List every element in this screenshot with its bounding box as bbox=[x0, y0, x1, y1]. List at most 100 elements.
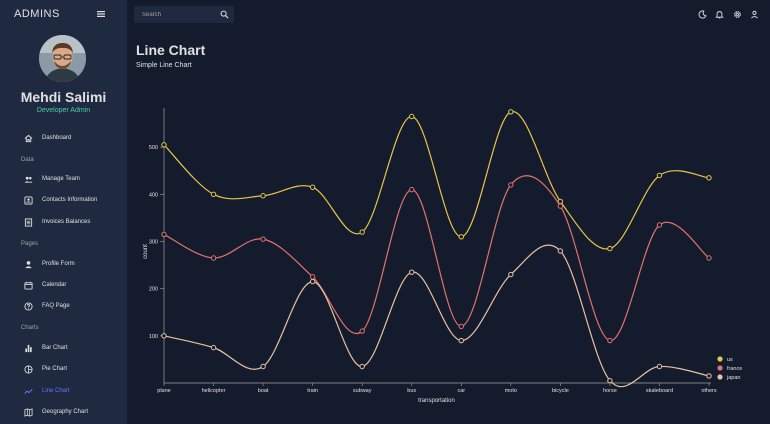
user-photo-icon bbox=[39, 35, 86, 82]
x-axis-label: transportation bbox=[418, 398, 455, 404]
contacts-icon bbox=[24, 195, 33, 205]
data-point-japan bbox=[359, 363, 365, 370]
sidebar-item-label: Pie Chart bbox=[42, 366, 68, 372]
data-point-france bbox=[260, 236, 266, 242]
pie-chart-icon bbox=[24, 364, 33, 374]
data-point-japan bbox=[706, 373, 712, 379]
series-line-france bbox=[163, 175, 710, 342]
sidebar-item-profile-form[interactable]: Profile Form bbox=[24, 258, 75, 270]
person-icon bbox=[24, 260, 33, 269]
sidebar-item-line-chart[interactable]: Line Chart bbox=[24, 385, 70, 397]
x-tick-label: others bbox=[701, 388, 717, 394]
data-point-japan bbox=[260, 363, 266, 370]
bar-chart-icon bbox=[24, 344, 33, 353]
sidebar-item-contacts[interactable]: Contacts Information bbox=[24, 194, 97, 206]
receipt-icon bbox=[24, 217, 33, 227]
data-point-japan bbox=[508, 271, 514, 278]
data-point-france bbox=[656, 222, 663, 228]
settings-icon[interactable] bbox=[733, 10, 742, 19]
section-charts: Charts bbox=[21, 325, 39, 331]
sidebar-item-label: Manage Team bbox=[42, 176, 80, 182]
data-point-france bbox=[359, 328, 365, 334]
x-tick-label: bicycle bbox=[552, 388, 569, 394]
legend-label-japan: japan bbox=[726, 375, 740, 381]
x-tick-label: boat bbox=[258, 388, 269, 394]
sidebar-item-label: Dashboard bbox=[42, 135, 72, 141]
people-icon bbox=[24, 175, 33, 184]
y-axis-label: count bbox=[143, 244, 149, 259]
sidebar-item-label: Line Chart bbox=[42, 388, 70, 394]
notifications-icon[interactable] bbox=[715, 10, 724, 19]
data-point-japan bbox=[309, 278, 316, 285]
x-tick-label: train bbox=[307, 388, 318, 394]
data-point-us bbox=[409, 113, 415, 120]
data-point-france bbox=[309, 274, 316, 280]
brand-title: ADMINS bbox=[14, 8, 60, 20]
data-point-us bbox=[607, 245, 613, 252]
avatar bbox=[39, 35, 86, 82]
sidebar-item-pie-chart[interactable]: Pie Chart bbox=[24, 363, 67, 375]
y-tick-label: 500 bbox=[149, 145, 158, 151]
sidebar-item-bar-chart[interactable]: Bar Chart bbox=[24, 342, 68, 354]
sidebar-item-calendar[interactable]: Calendar bbox=[24, 279, 66, 291]
data-point-japan bbox=[210, 344, 217, 351]
sidebar-item-faq[interactable]: FAQ Page bbox=[24, 300, 70, 312]
page-title: Line Chart bbox=[136, 42, 206, 58]
data-point-france bbox=[409, 186, 415, 193]
sidebar-item-label: Geography Chart bbox=[42, 409, 89, 415]
x-tick-label: moto bbox=[505, 388, 517, 394]
legend-label-france: france bbox=[727, 366, 742, 372]
sidebar-item-invoices[interactable]: Invoices Balances bbox=[24, 216, 90, 228]
x-tick-label: helicopter bbox=[202, 388, 226, 394]
x-tick-label: car bbox=[457, 388, 465, 394]
legend-marker-france bbox=[717, 365, 723, 371]
data-point-france bbox=[161, 231, 167, 238]
data-point-japan bbox=[656, 363, 663, 370]
help-icon bbox=[24, 301, 33, 311]
data-point-france bbox=[607, 337, 613, 344]
home-icon bbox=[24, 134, 33, 143]
account-icon[interactable] bbox=[750, 10, 759, 19]
data-point-us bbox=[458, 234, 464, 240]
data-point-france bbox=[210, 255, 217, 261]
data-point-japan bbox=[161, 333, 167, 339]
section-data: Data bbox=[21, 157, 34, 163]
data-point-france bbox=[508, 182, 514, 188]
sidebar: ADMINS Mehdi Salimi Developer Admin Dash… bbox=[0, 0, 127, 424]
series-line-japan bbox=[163, 244, 710, 388]
data-point-japan bbox=[458, 337, 464, 344]
line-chart: 100 200 300 400 500 plane helicopter boat train s… bbox=[143, 108, 742, 404]
x-tick-label: skateboard bbox=[646, 388, 673, 394]
data-point-us bbox=[260, 193, 266, 199]
dark-mode-icon[interactable] bbox=[698, 10, 707, 19]
data-point-japan bbox=[409, 269, 415, 275]
data-point-us bbox=[210, 191, 217, 198]
timeline-icon bbox=[24, 387, 33, 396]
sidebar-item-dashboard[interactable]: Dashboard bbox=[24, 132, 71, 144]
sidebar-item-label: Bar Chart bbox=[42, 345, 68, 351]
data-point-japan bbox=[607, 377, 613, 384]
y-tick-label: 300 bbox=[149, 240, 158, 246]
legend-marker-japan bbox=[717, 374, 723, 380]
search-icon[interactable] bbox=[220, 10, 229, 19]
y-tick-label: 400 bbox=[149, 192, 158, 198]
y-tick-label: 200 bbox=[149, 287, 158, 293]
data-point-france bbox=[458, 323, 464, 330]
data-point-france bbox=[706, 255, 712, 261]
data-point-us bbox=[359, 229, 365, 235]
search-box bbox=[134, 6, 234, 23]
series-line-us bbox=[163, 111, 710, 250]
data-point-us bbox=[706, 175, 712, 181]
sidebar-item-geography-chart[interactable]: Geography Chart bbox=[24, 406, 88, 418]
sidebar-item-manage-team[interactable]: Manage Team bbox=[24, 173, 80, 185]
x-tick-label: horse bbox=[603, 388, 617, 394]
menu-icon[interactable] bbox=[96, 9, 106, 19]
data-point-us bbox=[309, 184, 316, 190]
legend-marker-us bbox=[717, 356, 723, 362]
map-icon bbox=[24, 407, 33, 417]
x-tick-label: plane bbox=[157, 388, 170, 394]
user-role: Developer Admin bbox=[36, 107, 91, 114]
data-point-us bbox=[656, 172, 663, 179]
search-input[interactable] bbox=[134, 6, 216, 23]
page-subtitle: Simple Line Chart bbox=[136, 62, 192, 69]
